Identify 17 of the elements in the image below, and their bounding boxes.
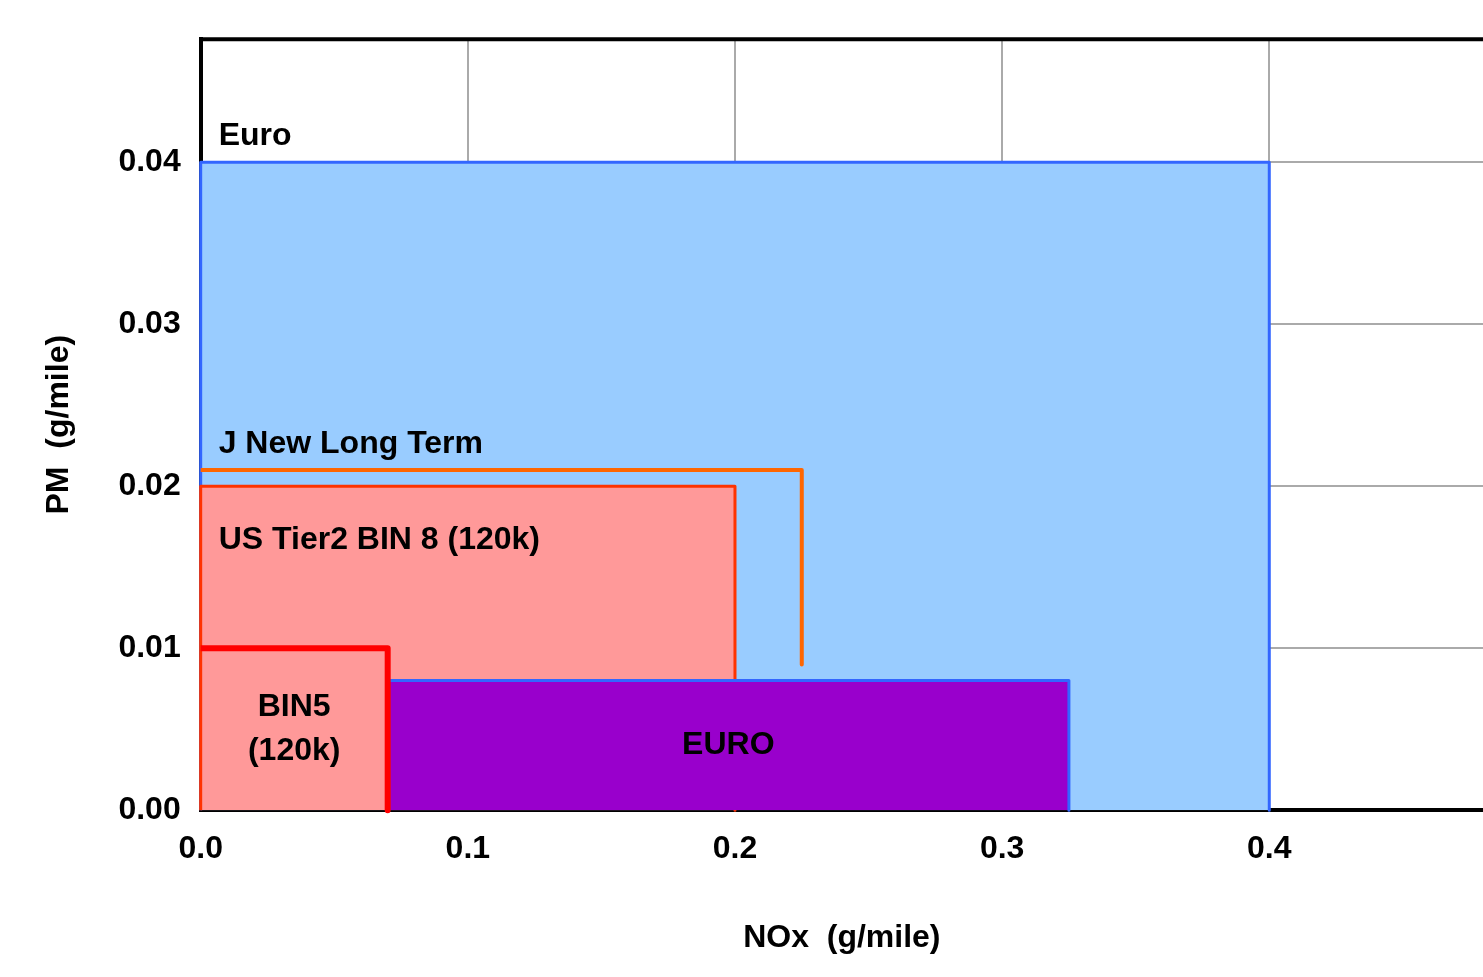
series-label: BIN5 (120k) bbox=[247, 687, 341, 768]
x-tick-label: 0.2 bbox=[712, 829, 758, 866]
y-tick-label: 0.03 bbox=[118, 304, 181, 341]
series-label: EURO bbox=[682, 725, 775, 762]
series-label: US Tier2 BIN 8 (120k) bbox=[218, 520, 541, 557]
y-tick-label: 0.02 bbox=[118, 466, 181, 503]
x-tick-label: 0.0 bbox=[178, 829, 223, 866]
y-tick-label: 0.01 bbox=[118, 628, 181, 665]
x-tick-label: 0.1 bbox=[445, 829, 491, 866]
series-label: Euro bbox=[218, 116, 292, 153]
x-tick-label: 0.3 bbox=[979, 829, 1025, 866]
x-tick-label: 0.4 bbox=[1247, 829, 1292, 866]
y-tick-label: 0.04 bbox=[118, 142, 181, 179]
x-axis-title: NOx (g/mile) bbox=[743, 917, 941, 954]
y-axis-title: PM (g/mile) bbox=[39, 334, 76, 515]
y-tick-label: 0.00 bbox=[118, 790, 181, 827]
series-label: J New Long Term bbox=[218, 423, 484, 460]
